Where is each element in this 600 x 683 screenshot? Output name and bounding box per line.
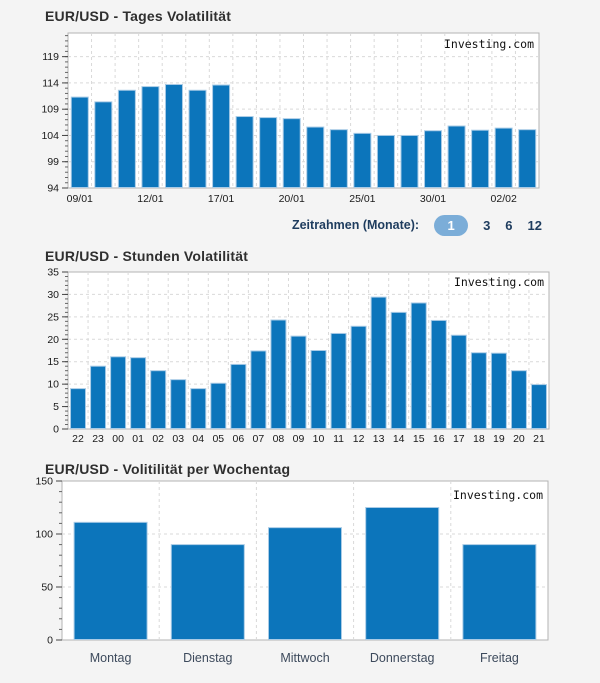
svg-text:22: 22 (72, 433, 84, 445)
svg-text:07: 07 (253, 433, 265, 445)
svg-text:14: 14 (393, 433, 405, 445)
svg-text:17: 17 (453, 433, 465, 445)
daily-volatility-canvas: 94 99 104 109 114 119 09/01 12/01 17/01 20/01 25/0… (41, 32, 540, 205)
svg-text:11: 11 (333, 433, 344, 445)
svg-text:Freitag: Freitag (480, 651, 519, 665)
svg-text:Donnerstag: Donnerstag (370, 651, 435, 665)
svg-text:5: 5 (53, 401, 59, 413)
svg-text:Mittwoch: Mittwoch (280, 651, 329, 665)
svg-text:35: 35 (47, 267, 59, 279)
svg-text:114: 114 (42, 77, 59, 89)
svg-text:20: 20 (513, 433, 525, 445)
investing-watermark: Investing.com (452, 488, 543, 502)
svg-text:17/01: 17/01 (208, 193, 234, 205)
svg-text:23: 23 (92, 433, 104, 445)
svg-text:05: 05 (212, 433, 224, 445)
timeframe-selector: Zeitrahmen (Monate): 1 3 6 12 (0, 213, 542, 237)
svg-text:30: 30 (47, 289, 59, 301)
timeframe-option-1[interactable]: 1 (434, 214, 469, 236)
svg-text:16: 16 (433, 433, 445, 445)
svg-text:104: 104 (41, 130, 59, 142)
timeframe-option-6[interactable]: 6 (505, 217, 513, 233)
svg-text:25: 25 (47, 311, 59, 323)
svg-text:12: 12 (353, 433, 365, 445)
weekday-volatility-chart: EUR/USD - Volitilität per Wochentag 0 50 1… (0, 458, 600, 683)
hourly-volatility-chart: EUR/USD - Stunden Volatilität 0 5 10 15 20 25… (0, 246, 600, 446)
chart-title: EUR/USD - Tages Volatilität (45, 8, 232, 24)
timeframe-label: Zeitrahmen (Monate): (291, 218, 420, 232)
daily-volatility-chart: EUR/USD - Tages Volatilität 94 99 104 109 11… (0, 0, 600, 212)
svg-text:25/01: 25/01 (349, 193, 375, 205)
svg-text:Montag: Montag (90, 651, 132, 665)
investing-watermark: Investing.com (453, 275, 544, 289)
svg-text:Dienstag: Dienstag (183, 651, 232, 665)
svg-text:21: 21 (533, 433, 545, 445)
svg-text:109: 109 (41, 104, 59, 116)
svg-text:04: 04 (192, 433, 204, 445)
svg-text:10: 10 (47, 379, 59, 391)
svg-text:50: 50 (41, 582, 53, 594)
timeframe-option-3[interactable]: 3 (483, 217, 491, 233)
svg-text:09: 09 (293, 433, 305, 445)
svg-text:15: 15 (47, 356, 59, 368)
svg-text:02: 02 (152, 433, 164, 445)
svg-text:0: 0 (47, 635, 53, 647)
svg-text:00: 00 (112, 433, 124, 445)
svg-text:19: 19 (493, 433, 505, 445)
svg-text:09/01: 09/01 (67, 193, 93, 205)
svg-text:100: 100 (35, 529, 53, 541)
svg-text:150: 150 (35, 476, 53, 488)
timeframe-option-12[interactable]: 12 (527, 217, 542, 233)
svg-text:08: 08 (273, 433, 285, 445)
svg-text:12/01: 12/01 (137, 193, 163, 205)
chart-title: EUR/USD - Stunden Volatilität (45, 248, 249, 264)
svg-text:119: 119 (42, 51, 59, 63)
svg-text:10: 10 (313, 433, 325, 445)
svg-text:06: 06 (233, 433, 245, 445)
svg-text:94: 94 (47, 183, 59, 195)
svg-text:02/02: 02/02 (491, 193, 517, 205)
svg-text:03: 03 (172, 433, 184, 445)
svg-text:20/01: 20/01 (279, 193, 305, 205)
investing-watermark: Investing.com (443, 37, 534, 51)
svg-text:99: 99 (47, 156, 59, 168)
chart-title: EUR/USD - Volitilität per Wochentag (45, 461, 291, 477)
svg-text:18: 18 (473, 433, 485, 445)
svg-text:20: 20 (47, 334, 59, 346)
svg-text:30/01: 30/01 (420, 193, 446, 205)
svg-text:13: 13 (373, 433, 385, 445)
weekday-volatility-canvas: 0 50 100 150 Montag Dienstag Mittwoch Donnersta… (35, 476, 549, 665)
svg-text:01: 01 (132, 433, 144, 445)
svg-text:15: 15 (413, 433, 425, 445)
svg-text:0: 0 (53, 424, 59, 436)
